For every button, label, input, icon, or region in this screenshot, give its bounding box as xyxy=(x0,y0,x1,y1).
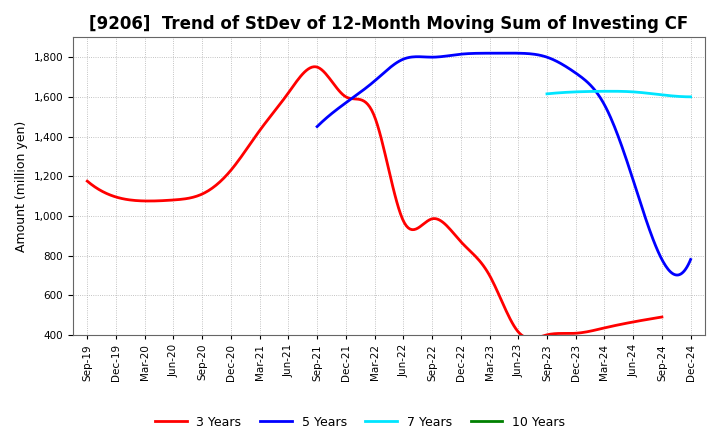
3 Years xyxy=(436,218,445,224)
5 Years xyxy=(686,257,695,262)
3 Years xyxy=(83,179,91,184)
7 Years xyxy=(629,89,637,95)
Line: 3 Years: 3 Years xyxy=(87,67,662,338)
5 Years xyxy=(312,124,321,129)
7 Years xyxy=(628,89,636,95)
5 Years xyxy=(672,272,681,278)
3 Years xyxy=(527,336,536,341)
Title: [9206]  Trend of StDev of 12-Month Moving Sum of Investing CF: [9206] Trend of StDev of 12-Month Moving… xyxy=(89,15,688,33)
7 Years xyxy=(543,91,552,96)
7 Years xyxy=(665,93,673,98)
5 Years xyxy=(652,246,661,252)
3 Years xyxy=(310,64,318,70)
Y-axis label: Amount (million yen): Amount (million yen) xyxy=(15,121,28,252)
5 Years xyxy=(314,123,323,128)
Line: 7 Years: 7 Years xyxy=(547,91,690,97)
3 Years xyxy=(608,323,616,329)
3 Years xyxy=(85,180,94,185)
3 Years xyxy=(427,216,436,222)
Legend: 3 Years, 5 Years, 7 Years, 10 Years: 3 Years, 5 Years, 7 Years, 10 Years xyxy=(150,411,570,434)
5 Years xyxy=(536,53,545,58)
7 Years xyxy=(686,94,695,99)
Line: 5 Years: 5 Years xyxy=(317,53,690,275)
5 Years xyxy=(535,52,544,58)
7 Years xyxy=(543,91,552,96)
7 Years xyxy=(606,88,615,94)
5 Years xyxy=(629,177,637,183)
7 Years xyxy=(631,89,639,95)
5 Years xyxy=(543,55,552,60)
3 Years xyxy=(425,217,433,223)
3 Years xyxy=(571,330,580,336)
7 Years xyxy=(686,94,695,99)
7 Years xyxy=(673,94,682,99)
3 Years xyxy=(657,314,666,319)
5 Years xyxy=(503,51,511,56)
